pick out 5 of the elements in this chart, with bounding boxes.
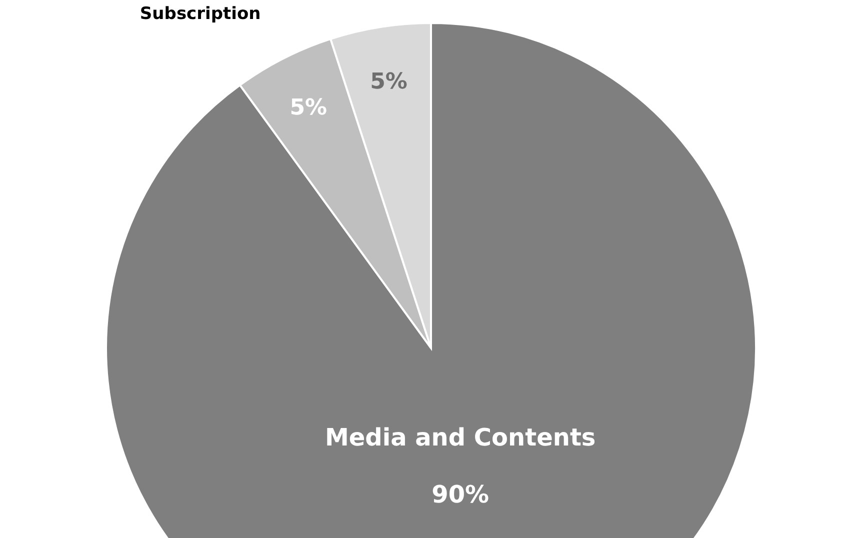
slice-label: Media and Contents: [324, 423, 596, 452]
data-label: 5%: [290, 95, 328, 120]
data-label: 5%: [370, 69, 408, 94]
slice-label: Subscription: [140, 4, 261, 24]
data-label: 90%: [432, 480, 490, 508]
